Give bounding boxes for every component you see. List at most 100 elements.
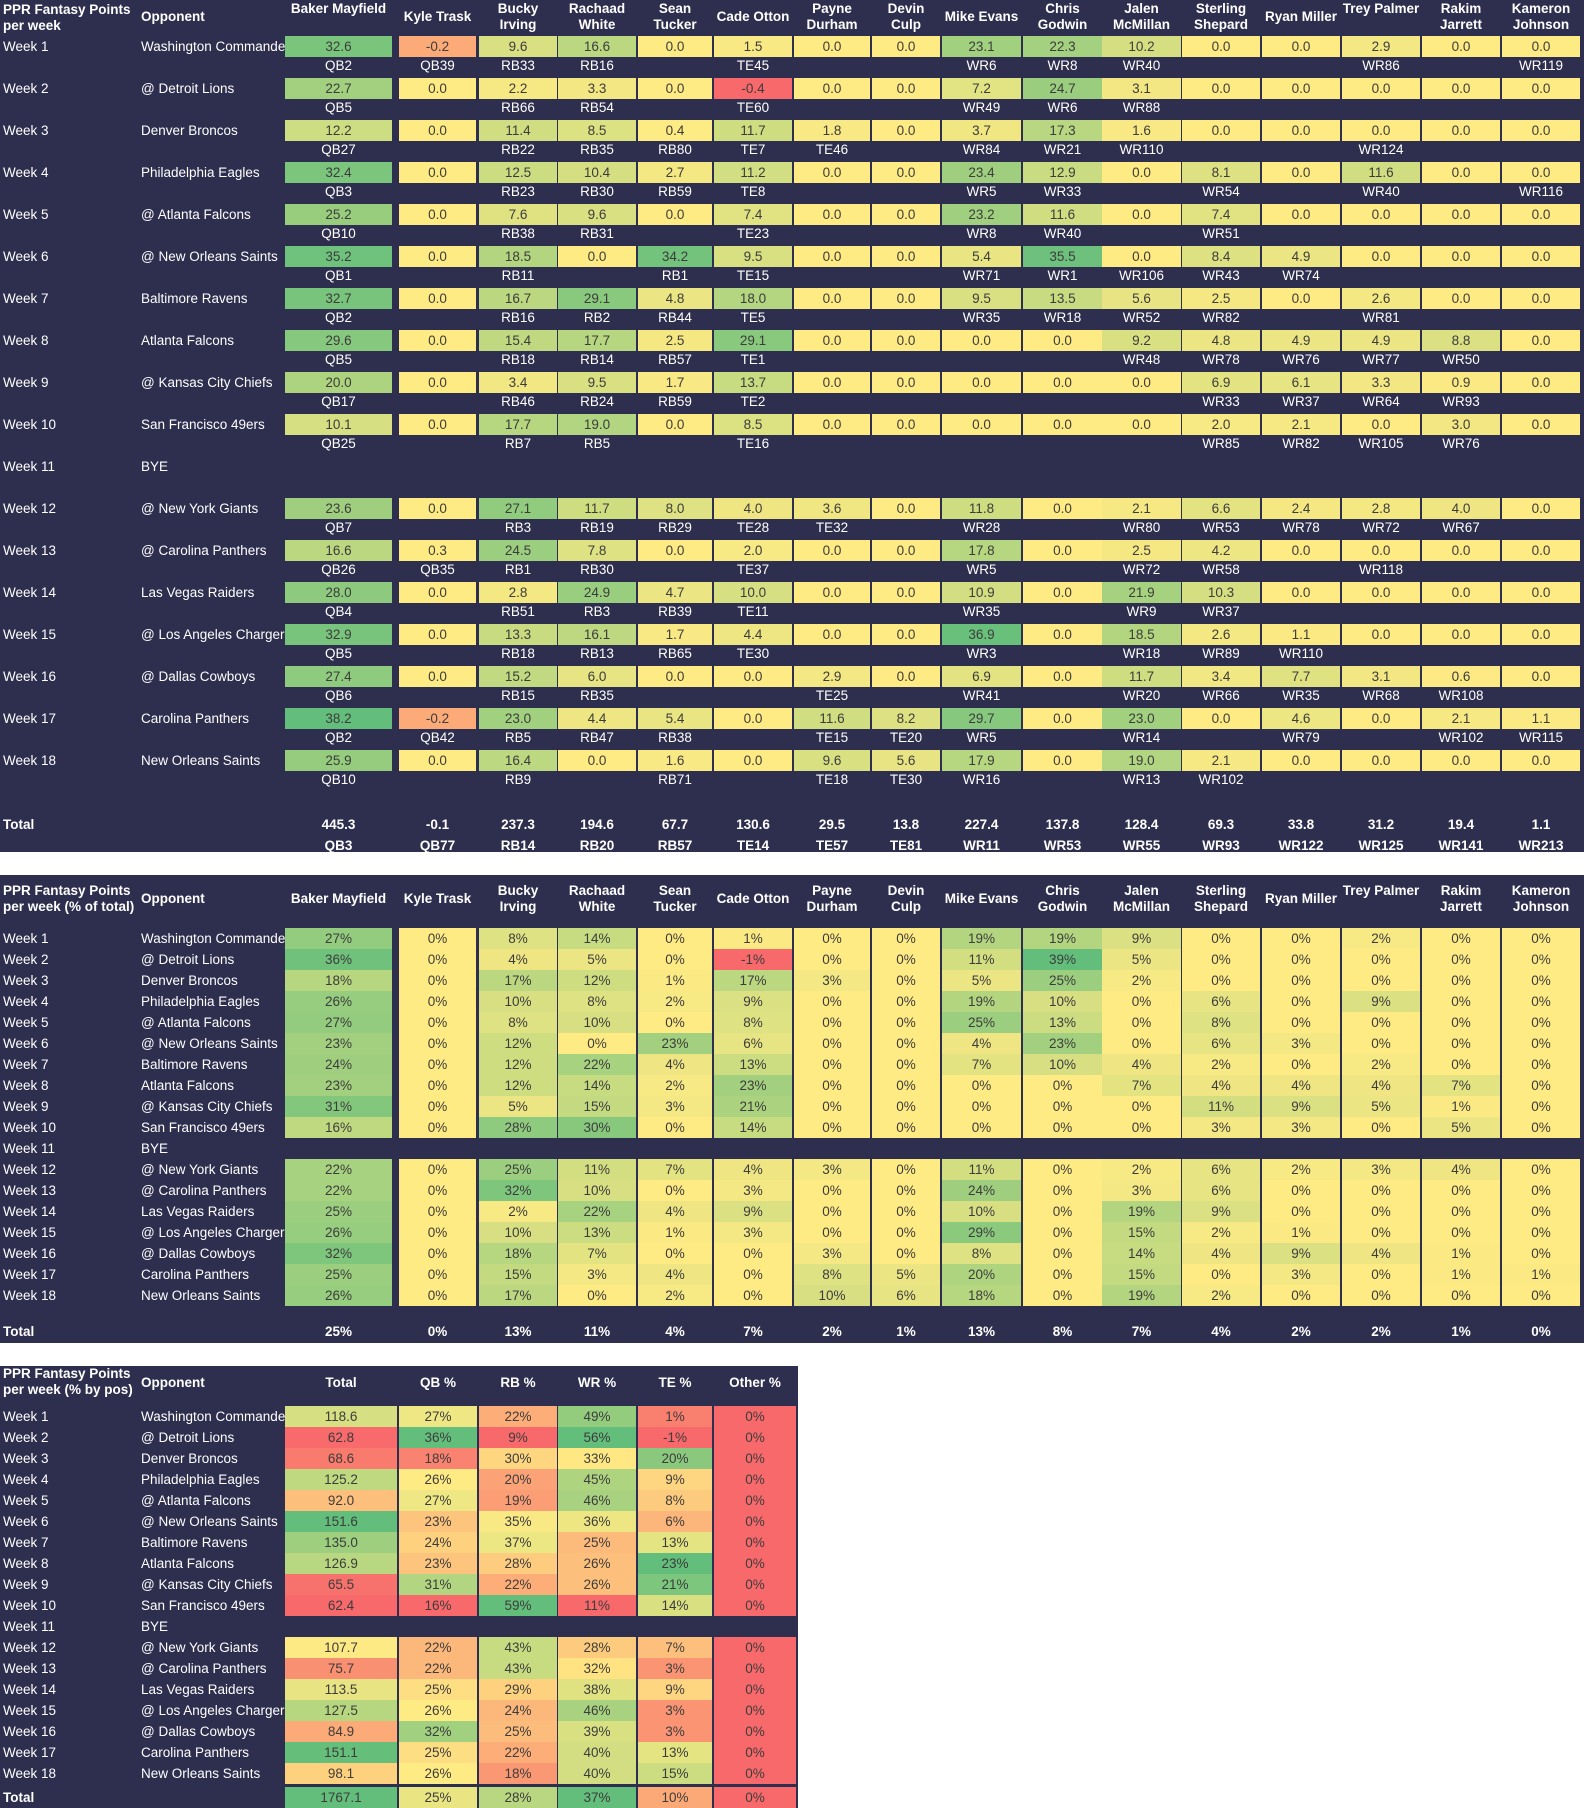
week-label: Week 17 <box>3 711 57 726</box>
rank-cell: RB71 <box>658 772 692 787</box>
total-rank-cell: WR125 <box>1358 838 1404 853</box>
points-cell: 0.0 <box>1502 330 1580 351</box>
percent-cell: 19% <box>1102 1285 1181 1306</box>
points-cell: 0.0 <box>399 372 476 393</box>
points-cell: 6.9 <box>942 666 1021 687</box>
points-cell: 2.8 <box>479 582 557 603</box>
rank-cell: RB59 <box>658 184 692 199</box>
points-cell: 16.6 <box>558 36 636 57</box>
position-percent-cell: 3% <box>638 1721 712 1742</box>
points-cell: 1.5 <box>714 36 792 57</box>
percent-cell: 5% <box>942 970 1021 991</box>
percent-cell: 0% <box>1023 1201 1102 1222</box>
points-cell: 0.6 <box>1422 666 1500 687</box>
player-header: Sean Tucker <box>653 883 697 914</box>
percent-cell: 17% <box>479 970 557 991</box>
position-percent-cell: 20% <box>638 1448 712 1469</box>
percent-cell: 0% <box>1502 928 1580 949</box>
table-row: Week 14 Las Vegas Raiders 25% 0% 2% 22% 4% 9% 0%… <box>0 1201 1584 1222</box>
opponent-label: @ Kansas City Chiefs <box>141 1099 273 1114</box>
rank-cell: WR16 <box>962 772 1001 787</box>
percent-cell: 0% <box>1023 1117 1102 1138</box>
player-header: Jalen McMillan <box>1112 1 1170 32</box>
points-cell: 3.3 <box>1342 372 1420 393</box>
table-row: Week 6 @ New Orleans Saints 35.2 0.0 18.5 0.0… <box>0 246 1584 267</box>
total-points-cell: 125.2 <box>285 1469 397 1490</box>
position-percent-cell: 36% <box>558 1511 636 1532</box>
points-cell: 0.0 <box>1422 624 1500 645</box>
points-cell: 0.0 <box>872 120 940 141</box>
percent-cell: 0% <box>1262 949 1340 970</box>
percent-cell: 1% <box>714 928 792 949</box>
position-percent-cell: 0% <box>714 1448 796 1469</box>
rank-cell: RB80 <box>658 142 692 157</box>
points-cell: 11.6 <box>1023 204 1102 225</box>
points-cell: 0.0 <box>399 414 476 435</box>
percent-cell: 13% <box>714 1054 792 1075</box>
percent-cell: 0% <box>714 1285 792 1306</box>
table-row: Week 16 @ Dallas Cowboys 84.9 32% 25% 39% 3% 0% <box>0 1721 798 1742</box>
total-rank-cell: WR11 <box>963 838 1000 853</box>
table-points-per-week: PPR Fantasy Points per week Opponent Baker… <box>0 0 1584 853</box>
points-cell: 4.9 <box>1342 330 1420 351</box>
opponent-label: BYE <box>141 459 169 474</box>
position-percent-cell: 25% <box>558 1532 636 1553</box>
percent-cell: 2% <box>1342 1054 1420 1075</box>
points-cell: 0.0 <box>1023 708 1102 729</box>
rank-cell: WR82 <box>1282 436 1320 451</box>
column-header: QB % <box>419 1375 456 1390</box>
points-cell: 0.0 <box>399 498 476 519</box>
player-header: Sterling Shepard <box>1193 883 1248 914</box>
position-percent-cell: 9% <box>479 1427 557 1448</box>
rank-row <box>0 475 1584 496</box>
table-row: Week 15 @ Los Angeles Chargers 32.9 0.0 13.3… <box>0 624 1584 645</box>
position-percent-cell: 7% <box>638 1637 712 1658</box>
position-percent-cell: 0% <box>714 1763 796 1784</box>
week-label: Week 9 <box>3 1099 49 1114</box>
points-cell: 4.6 <box>1262 708 1340 729</box>
percent-cell: 22% <box>558 1054 636 1075</box>
week-label: Week 2 <box>3 952 49 967</box>
opponent-label: @ New Orleans Saints <box>141 249 278 264</box>
table-row: Week 11 BYE <box>0 456 1584 477</box>
table-row: Week 17 Carolina Panthers 151.1 25% 22% 40% 13… <box>0 1742 798 1763</box>
player-header: Ryan Miller <box>1264 9 1338 24</box>
points-cell: 0.0 <box>638 36 712 57</box>
points-cell: 0.0 <box>872 582 940 603</box>
table-row: Week 12 @ New York Giants 107.7 22% 43% 28% 7%… <box>0 1637 798 1658</box>
points-cell: 4.0 <box>1422 498 1500 519</box>
week-label: Week 15 <box>3 1703 57 1718</box>
rank-cell: TE11 <box>737 604 769 619</box>
column-header: Other % <box>729 1375 781 1390</box>
rank-cell: WR18 <box>1043 310 1082 325</box>
points-cell: 29.1 <box>714 330 792 351</box>
rank-cell: WR78 <box>1282 520 1320 535</box>
week-label: Week 1 <box>3 1409 49 1424</box>
percent-cell: 0% <box>794 1201 870 1222</box>
rank-row: QB3 RB23 RB30 RB59 TE8 WR5 WR33 WR54 WR40 WR116 <box>0 181 1584 202</box>
position-percent-cell: 22% <box>399 1658 477 1679</box>
position-percent-cell: 22% <box>479 1742 557 1763</box>
points-cell: 0.0 <box>794 288 870 309</box>
points-cell: 0.0 <box>1422 204 1500 225</box>
points-cell: 5.4 <box>638 708 712 729</box>
rank-cell: QB7 <box>324 520 352 535</box>
table-row: Week 18 New Orleans Saints 98.1 26% 18% 40% 15… <box>0 1763 798 1784</box>
percent-cell: 0% <box>794 1096 870 1117</box>
week-label: Week 10 <box>3 417 57 432</box>
rank-cell: QB5 <box>324 100 352 115</box>
points-cell: 7.7 <box>1262 666 1340 687</box>
points-cell: 0.0 <box>1102 204 1181 225</box>
rank-cell: WR35 <box>962 604 1001 619</box>
percent-cell: 4% <box>1102 1054 1181 1075</box>
percent-cell: 0% <box>399 1033 476 1054</box>
percent-cell: 14% <box>1102 1243 1181 1264</box>
table-row: Week 12 @ New York Giants 23.6 0.0 27.1 11.7 8… <box>0 498 1584 519</box>
percent-cell: 0% <box>872 1096 940 1117</box>
rank-cell: RB24 <box>580 394 614 409</box>
opponent-label: @ New York Giants <box>141 1162 259 1177</box>
percent-cell: 0% <box>1502 949 1580 970</box>
points-cell: 9.6 <box>794 750 870 771</box>
position-percent-cell: 0% <box>714 1721 796 1742</box>
percent-cell: 15% <box>558 1096 636 1117</box>
